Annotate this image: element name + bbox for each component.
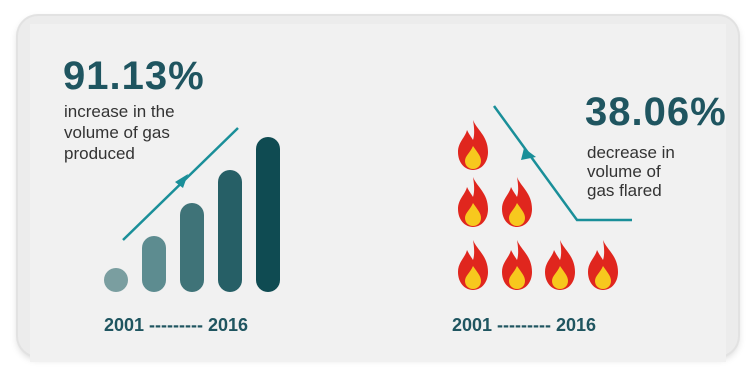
- left-year-range: 2001 --------- 2016: [104, 315, 249, 335]
- flame-icon: [458, 240, 488, 290]
- right-year-range: 2001 --------- 2016: [452, 315, 597, 335]
- decrease-arrow: [492, 105, 632, 222]
- bar-5: [256, 137, 280, 292]
- decrease-arrow-head: [521, 148, 536, 160]
- gas-produced-description: increase in the volume of gas produced: [64, 101, 175, 164]
- desc-line: produced: [64, 144, 135, 163]
- flames-grid: [458, 120, 618, 290]
- flame-icon: [502, 240, 532, 290]
- desc-line: volume of gas: [64, 123, 170, 142]
- increase-arrow-head: [175, 174, 188, 188]
- desc-line: increase in the: [64, 102, 175, 121]
- flame-icon: [502, 177, 532, 227]
- desc-line: volume of: [587, 162, 661, 181]
- bar-3: [180, 203, 204, 292]
- flame-icon: [458, 177, 488, 227]
- desc-line: gas flared: [587, 181, 662, 200]
- bar-2: [142, 236, 166, 292]
- bar-1: [104, 268, 128, 292]
- gas-flared-stat: 38.06%: [585, 90, 727, 134]
- gas-produced-stat: 91.13%: [63, 54, 205, 98]
- flame-icon: [545, 240, 575, 290]
- bar-4: [218, 170, 242, 292]
- gas-flared-description: decrease in volume of gas flared: [587, 143, 675, 200]
- flame-icon: [588, 240, 618, 290]
- desc-line: decrease in: [587, 143, 675, 162]
- infographic-panel: [30, 24, 726, 362]
- flame-icon: [458, 120, 488, 170]
